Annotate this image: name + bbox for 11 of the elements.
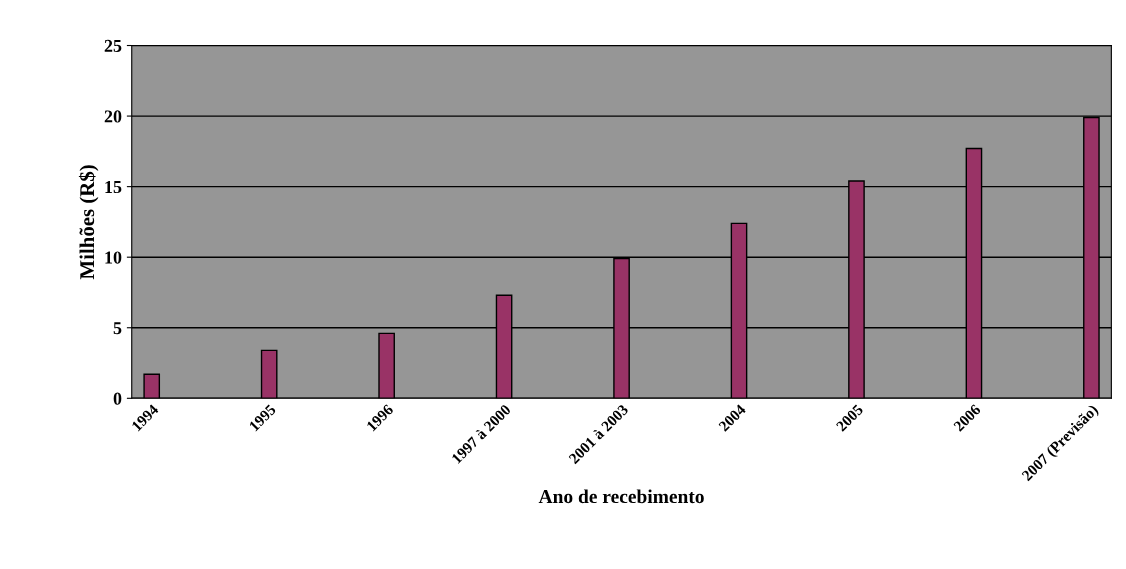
y-tick-label: 15 [105, 180, 122, 194]
y-tick-label: 0 [113, 392, 122, 405]
bar [378, 332, 395, 399]
x-axis-title: Ano de recebimento [538, 489, 704, 504]
bar [143, 373, 161, 399]
bar [260, 349, 278, 399]
y-tick-label: 5 [113, 322, 122, 335]
y-tick-label: 25 [104, 39, 122, 52]
y-tick-label: 10 [105, 251, 122, 264]
y-axis-title: Milhões (R$) [78, 165, 99, 280]
y-tick-label: 20 [104, 110, 122, 123]
